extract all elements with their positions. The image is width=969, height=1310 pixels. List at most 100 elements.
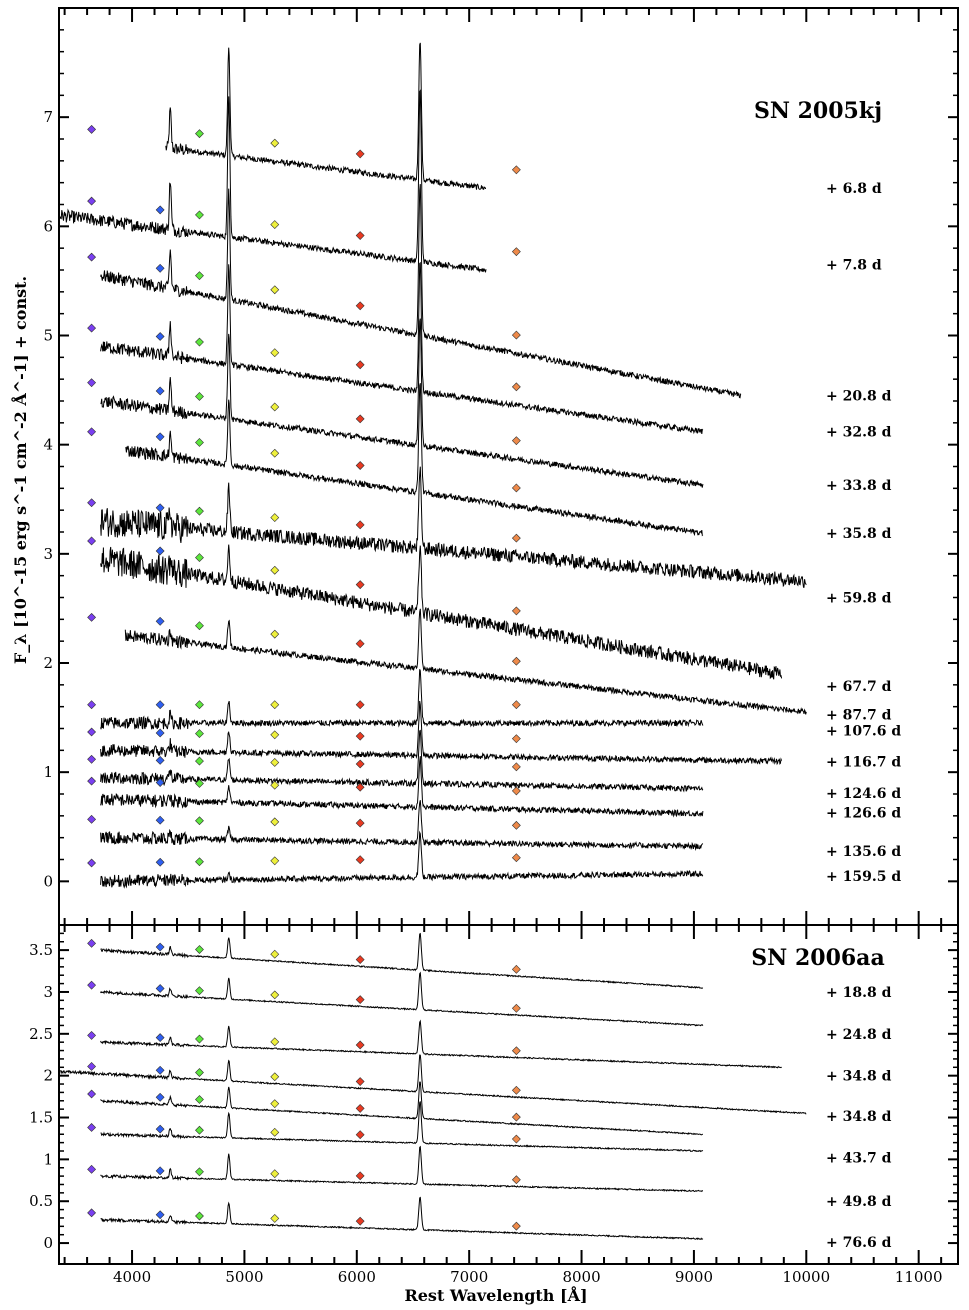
line-marker [155,700,165,710]
y-tick-label: 3 [43,983,53,1001]
line-marker [87,858,97,868]
spectrum-line-1-3 [100,184,742,399]
line-marker [270,138,280,148]
line-marker [87,776,97,786]
line-marker [195,337,204,347]
y-tick-label: 0.5 [29,1192,53,1210]
line-marker [155,332,165,341]
line-marker [511,436,521,446]
line-marker [355,1171,365,1181]
line-marker [195,1167,204,1177]
line-marker [355,580,365,590]
line-marker [270,629,280,639]
epoch-label: + 33.8 d [826,478,892,494]
epoch-label: + 116.7 d [826,754,901,770]
panel-frame-2 [58,924,959,1265]
line-marker [155,728,165,738]
line-marker [87,427,97,437]
spectrum-line-1-4 [100,261,704,435]
line-marker [511,1085,521,1095]
line-marker [511,1112,521,1122]
line-marker [195,129,204,139]
x-tick-label: 11000 [895,1268,943,1286]
epoch-label: + 20.8 d [826,389,892,405]
line-marker [355,855,365,865]
x-tick-label: 7000 [450,1268,488,1286]
line-marker [355,995,365,1005]
spectrum-line-2-4 [60,1054,807,1115]
line-marker [355,149,365,159]
line-marker [155,546,165,556]
line-marker [155,984,165,993]
tick-labels: 0 1 2 3 4 5 6 7 0 0.5 1 1.5 2 2.5 3 3.5 4000 5000 6000 7000… [29,108,942,1286]
line-marker [195,392,204,401]
epoch-label: + 34.8 d [826,1069,892,1085]
spectrum-line-1-11 [100,700,783,766]
line-marker [155,1210,165,1220]
line-marker [87,1030,97,1040]
spectra-layer [59,42,807,1241]
y-tick-label: 2 [43,1067,53,1085]
line-marker [87,727,97,737]
line-marker [155,616,165,626]
line-marker [511,1175,521,1185]
line-marker [195,756,204,766]
line-marker [195,857,204,867]
line-marker [355,1077,365,1086]
y-tick-label: 4 [43,436,53,454]
line-marker [270,1169,280,1179]
x-tick-label: 10000 [782,1268,830,1286]
epoch-label: + 34.8 d [826,1109,892,1125]
epoch-label: + 7.8 d [826,258,882,274]
x-tick-label: 6000 [338,1268,376,1286]
line-marker [511,606,521,616]
line-marker [355,1130,365,1140]
line-marker [270,285,280,295]
spectrum-line-1-10 [100,669,704,730]
line-marker [270,730,280,740]
line-marker [270,448,280,458]
line-marker [270,1037,280,1047]
line-marker [511,483,521,493]
line-marker [87,1123,97,1132]
line-marker [87,754,97,764]
line-marker [270,1213,280,1223]
y-tick-label: 6 [43,217,53,235]
line-marker [155,1065,165,1075]
spectrum-line-2-8 [100,1196,704,1241]
y-tick-label: 1 [43,763,53,781]
epoch-label: + 35.8 d [826,526,892,542]
annotations: SN 2005kj + 6.8 d + 7.8 d + 20.8 d + 32.8 d +… [751,98,901,1251]
line-marker [270,1099,280,1109]
epoch-label: + 159.5 d [826,869,901,885]
line-marker [511,533,521,543]
line-marker [511,1134,521,1144]
line-marker [270,856,280,866]
axes-frame [58,7,959,1265]
line-marker [511,1003,521,1013]
y-axis-label: F_λ [10^-15 erg s^-1 cm^-2 Å^-1] + const… [9,276,30,664]
line-marker [355,1104,365,1113]
line-marker [195,1095,204,1104]
y-tick-label: 1.5 [29,1109,53,1127]
spectrum-line-1-8 [100,544,783,680]
line-marker [195,621,204,631]
line-marker [511,1046,521,1056]
line-marker [195,1068,204,1077]
line-marker [355,731,365,741]
line-marker [87,252,97,262]
epoch-label: + 43.7 d [826,1151,892,1167]
epoch-label: + 135.6 d [826,844,901,860]
spectrum-line-1-1 [165,42,486,190]
spectrum-line-2-7 [100,1145,704,1193]
line-marker [511,330,521,340]
line-marker [270,513,280,522]
panel-title-2: SN 2006aa [751,945,884,971]
line-marker [355,414,365,424]
line-marker [87,612,97,622]
line-marker [155,1092,165,1102]
line-marker [270,402,280,412]
line-marker [155,1124,165,1134]
line-marker [511,734,521,744]
y-tick-label: 2 [43,654,53,672]
